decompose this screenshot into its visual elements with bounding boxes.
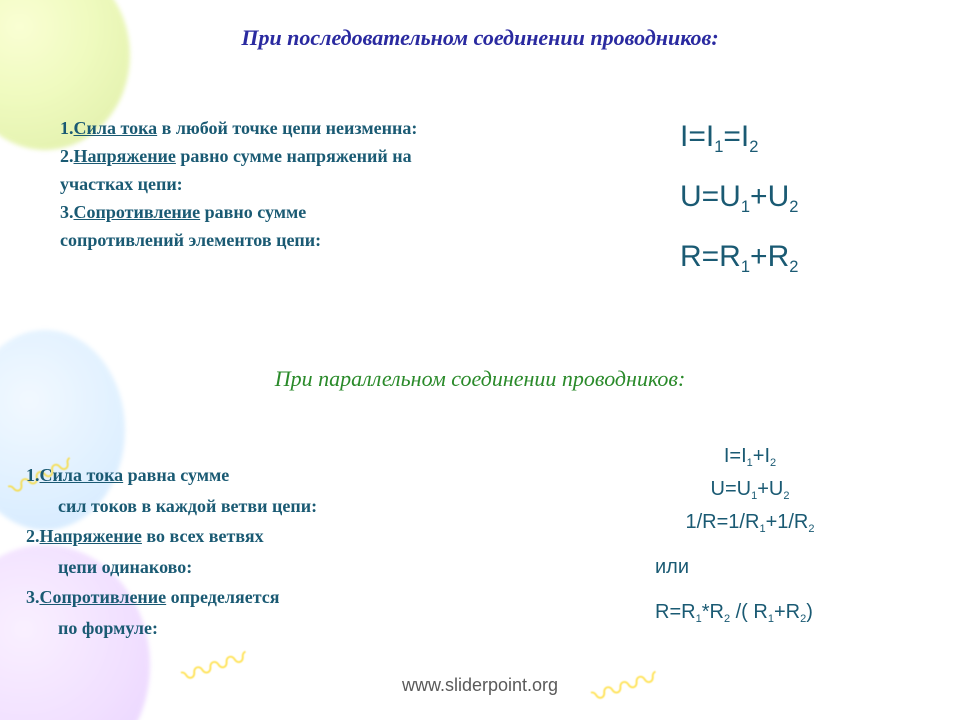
series-formula-voltage: U=U1+U2: [680, 180, 798, 214]
parallel-formula-or: или: [655, 551, 845, 584]
parallel-formula-resistance-inv: 1/R=1/R1+1/R2: [655, 506, 845, 539]
series-formula-resistance: R=R1+R2: [680, 240, 798, 274]
series-rule-2: 2.Напряжение равно сумме напряжений на у…: [60, 143, 420, 199]
series-formula-current: I=I1=I2: [680, 120, 798, 154]
parallel-formula-voltage: U=U1+U2: [655, 473, 845, 506]
parallel-formula-resistance-product: R=R1*R2 /( R1+R2): [655, 596, 845, 629]
parallel-formulas: I=I1+I2 U=U1+U2 1/R=1/R1+1/R2 или R=R1*R…: [655, 440, 845, 629]
parallel-rule-3: 3.Сопротивление определяется по формуле:: [26, 582, 446, 643]
series-rule-3: 3.Сопротивление равно сумме сопротивлени…: [60, 199, 420, 255]
parallel-rule-2: 2.Напряжение во всех ветвях цепи одинако…: [26, 521, 446, 582]
series-title: При последовательном соединении проводни…: [0, 25, 960, 51]
series-formulas: I=I1=I2 U=U1+U2 R=R1+R2: [680, 120, 798, 300]
parallel-title: При параллельном соединении проводников:: [0, 366, 960, 392]
parallel-formula-current: I=I1+I2: [655, 440, 845, 473]
series-rules-list: 1.Сила тока в любой точке цепи неизменна…: [60, 115, 420, 254]
parallel-rules-list: 1.Сила тока равна сумме сил токов в кажд…: [26, 460, 446, 644]
series-rule-1: 1.Сила тока в любой точке цепи неизменна…: [60, 115, 420, 143]
footer-url: www.sliderpoint.org: [0, 675, 960, 696]
parallel-rule-1: 1.Сила тока равна сумме сил токов в кажд…: [26, 460, 446, 521]
